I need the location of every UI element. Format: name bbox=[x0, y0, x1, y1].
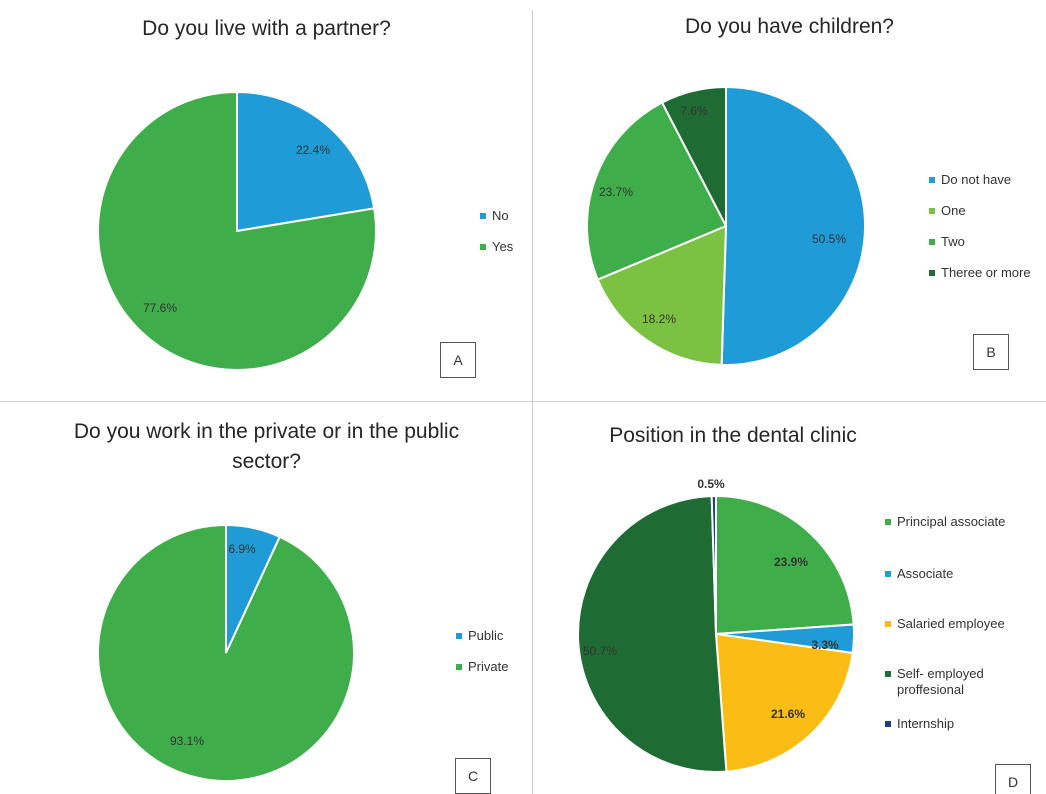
legend-item-internship: Internship bbox=[885, 716, 1007, 747]
panel-letter: A bbox=[440, 342, 476, 378]
legend-swatch bbox=[929, 239, 935, 245]
slice-data-label: 93.1% bbox=[170, 734, 204, 748]
slice-data-label: 77.6% bbox=[143, 301, 177, 315]
chart-title: Position in the dental clinic bbox=[609, 424, 857, 447]
chart-title-text: Do you work in the private or in the pub… bbox=[73, 420, 460, 473]
pie-slice-theree-or-more bbox=[660, 85, 727, 227]
panel-a: Do you live with a partner? 22.4% 77.6% N… bbox=[0, 0, 533, 401]
pie-chart: 23.9% 3.3% 21.6% 50.7% 0.5% bbox=[577, 477, 855, 773]
legend: Principal associate Associate Salaried e… bbox=[885, 514, 1007, 747]
vertical-divider bbox=[532, 10, 533, 794]
legend-label: Self- employed proffesional bbox=[897, 666, 984, 697]
slice-data-label: 7.6% bbox=[680, 104, 708, 118]
legend-label: Public bbox=[468, 628, 504, 643]
slice-data-label: 21.6% bbox=[771, 707, 805, 721]
legend-label: Principal associate bbox=[897, 514, 1006, 529]
slice-data-label: 22.4% bbox=[296, 143, 330, 157]
legend-label: Yes bbox=[492, 239, 514, 254]
legend-swatch bbox=[885, 571, 891, 577]
legend-item-yes: Yes bbox=[480, 239, 513, 270]
legend-label: Associate bbox=[897, 566, 954, 581]
legend-item-salaried-employee: Salaried employee bbox=[885, 616, 1007, 666]
legend: No Yes bbox=[480, 208, 513, 270]
pie-chart: 50.5% 18.2% 23.7% 7.6% bbox=[586, 85, 867, 366]
legend-item-two: Two bbox=[929, 234, 1031, 265]
pie-slice-one bbox=[596, 224, 728, 366]
legend-swatch bbox=[929, 208, 935, 214]
pie-slice-salaried-employee bbox=[714, 632, 854, 773]
panel-letter: D bbox=[995, 764, 1031, 794]
legend-label: Theree or more bbox=[941, 265, 1031, 280]
legend-label: One bbox=[941, 203, 966, 218]
legend-label: Two bbox=[941, 234, 965, 249]
pie-slice-private bbox=[97, 523, 355, 782]
slice-data-label: 18.2% bbox=[642, 312, 676, 326]
slice-data-label: 23.7% bbox=[599, 185, 633, 199]
legend-item-public: Public bbox=[456, 628, 508, 659]
legend-swatch bbox=[885, 721, 891, 727]
legend-swatch bbox=[885, 519, 891, 525]
legend-swatch bbox=[929, 177, 935, 183]
legend-item-self-employed: Self- employed proffesional bbox=[885, 666, 1007, 716]
slice-data-label: 6.9% bbox=[228, 542, 256, 556]
chart-title: Do you have children? bbox=[685, 15, 894, 38]
slice-data-label: 50.7% bbox=[583, 644, 617, 658]
pie-slice-no bbox=[236, 90, 376, 233]
legend-swatch bbox=[929, 270, 935, 276]
pie-chart: 6.9% 93.1% bbox=[97, 523, 355, 782]
pie-slice-two bbox=[586, 101, 728, 281]
slice-data-label: 3.3% bbox=[811, 638, 839, 652]
legend-swatch bbox=[456, 633, 462, 639]
panel-letter: C bbox=[455, 758, 491, 794]
legend-swatch bbox=[885, 621, 891, 627]
legend-label: Internship bbox=[897, 716, 955, 731]
pie-chart: 22.4% 77.6% bbox=[97, 90, 377, 371]
slice-data-label: 23.9% bbox=[774, 555, 808, 569]
legend-item-associate: Associate bbox=[885, 566, 1007, 616]
legend-item-no: No bbox=[480, 208, 513, 239]
panel-c: Do you work in the private or in the pub… bbox=[0, 403, 533, 794]
legend-label: No bbox=[492, 208, 509, 223]
legend-swatch bbox=[480, 213, 486, 219]
legend-label: Salaried employee bbox=[897, 616, 1005, 631]
legend-swatch bbox=[456, 664, 462, 670]
legend: Public Private bbox=[456, 628, 508, 690]
panel-b: Do you have children? 50.5% 18.2% 23.7% 7.6… bbox=[533, 0, 1046, 401]
legend-label: Do not have bbox=[941, 172, 1012, 187]
legend-swatch bbox=[885, 671, 891, 677]
panel-letter: B bbox=[973, 334, 1009, 370]
chart-title: Do you work in the private or in the pub… bbox=[0, 417, 533, 477]
legend-swatch bbox=[480, 244, 486, 250]
legend-item-principal-associate: Principal associate bbox=[885, 514, 1007, 566]
legend-item-do-not-have: Do not have bbox=[929, 172, 1031, 203]
legend: Do not have One Two Theree or more bbox=[929, 172, 1031, 296]
slice-data-label: 50.5% bbox=[812, 232, 846, 246]
chart-title: Do you live with a partner? bbox=[142, 17, 391, 40]
legend-item-one: One bbox=[929, 203, 1031, 234]
panel-d: Position in the dental clinic 23.9% 3.3% 2… bbox=[533, 403, 1046, 794]
horizontal-divider bbox=[0, 401, 1046, 402]
pie-slice-self-employed-proffesional bbox=[577, 495, 728, 773]
slice-data-label: 0.5% bbox=[697, 477, 725, 491]
legend-item-private: Private bbox=[456, 659, 508, 690]
pie-slice-internship bbox=[710, 494, 717, 635]
legend-label: Private bbox=[468, 659, 509, 674]
pie-slice-do-not-have bbox=[720, 85, 867, 366]
pie-slice-principal-associate bbox=[715, 494, 855, 636]
pie-slice-yes bbox=[97, 90, 377, 371]
legend-item-three-or-more: Theree or more bbox=[929, 265, 1031, 296]
